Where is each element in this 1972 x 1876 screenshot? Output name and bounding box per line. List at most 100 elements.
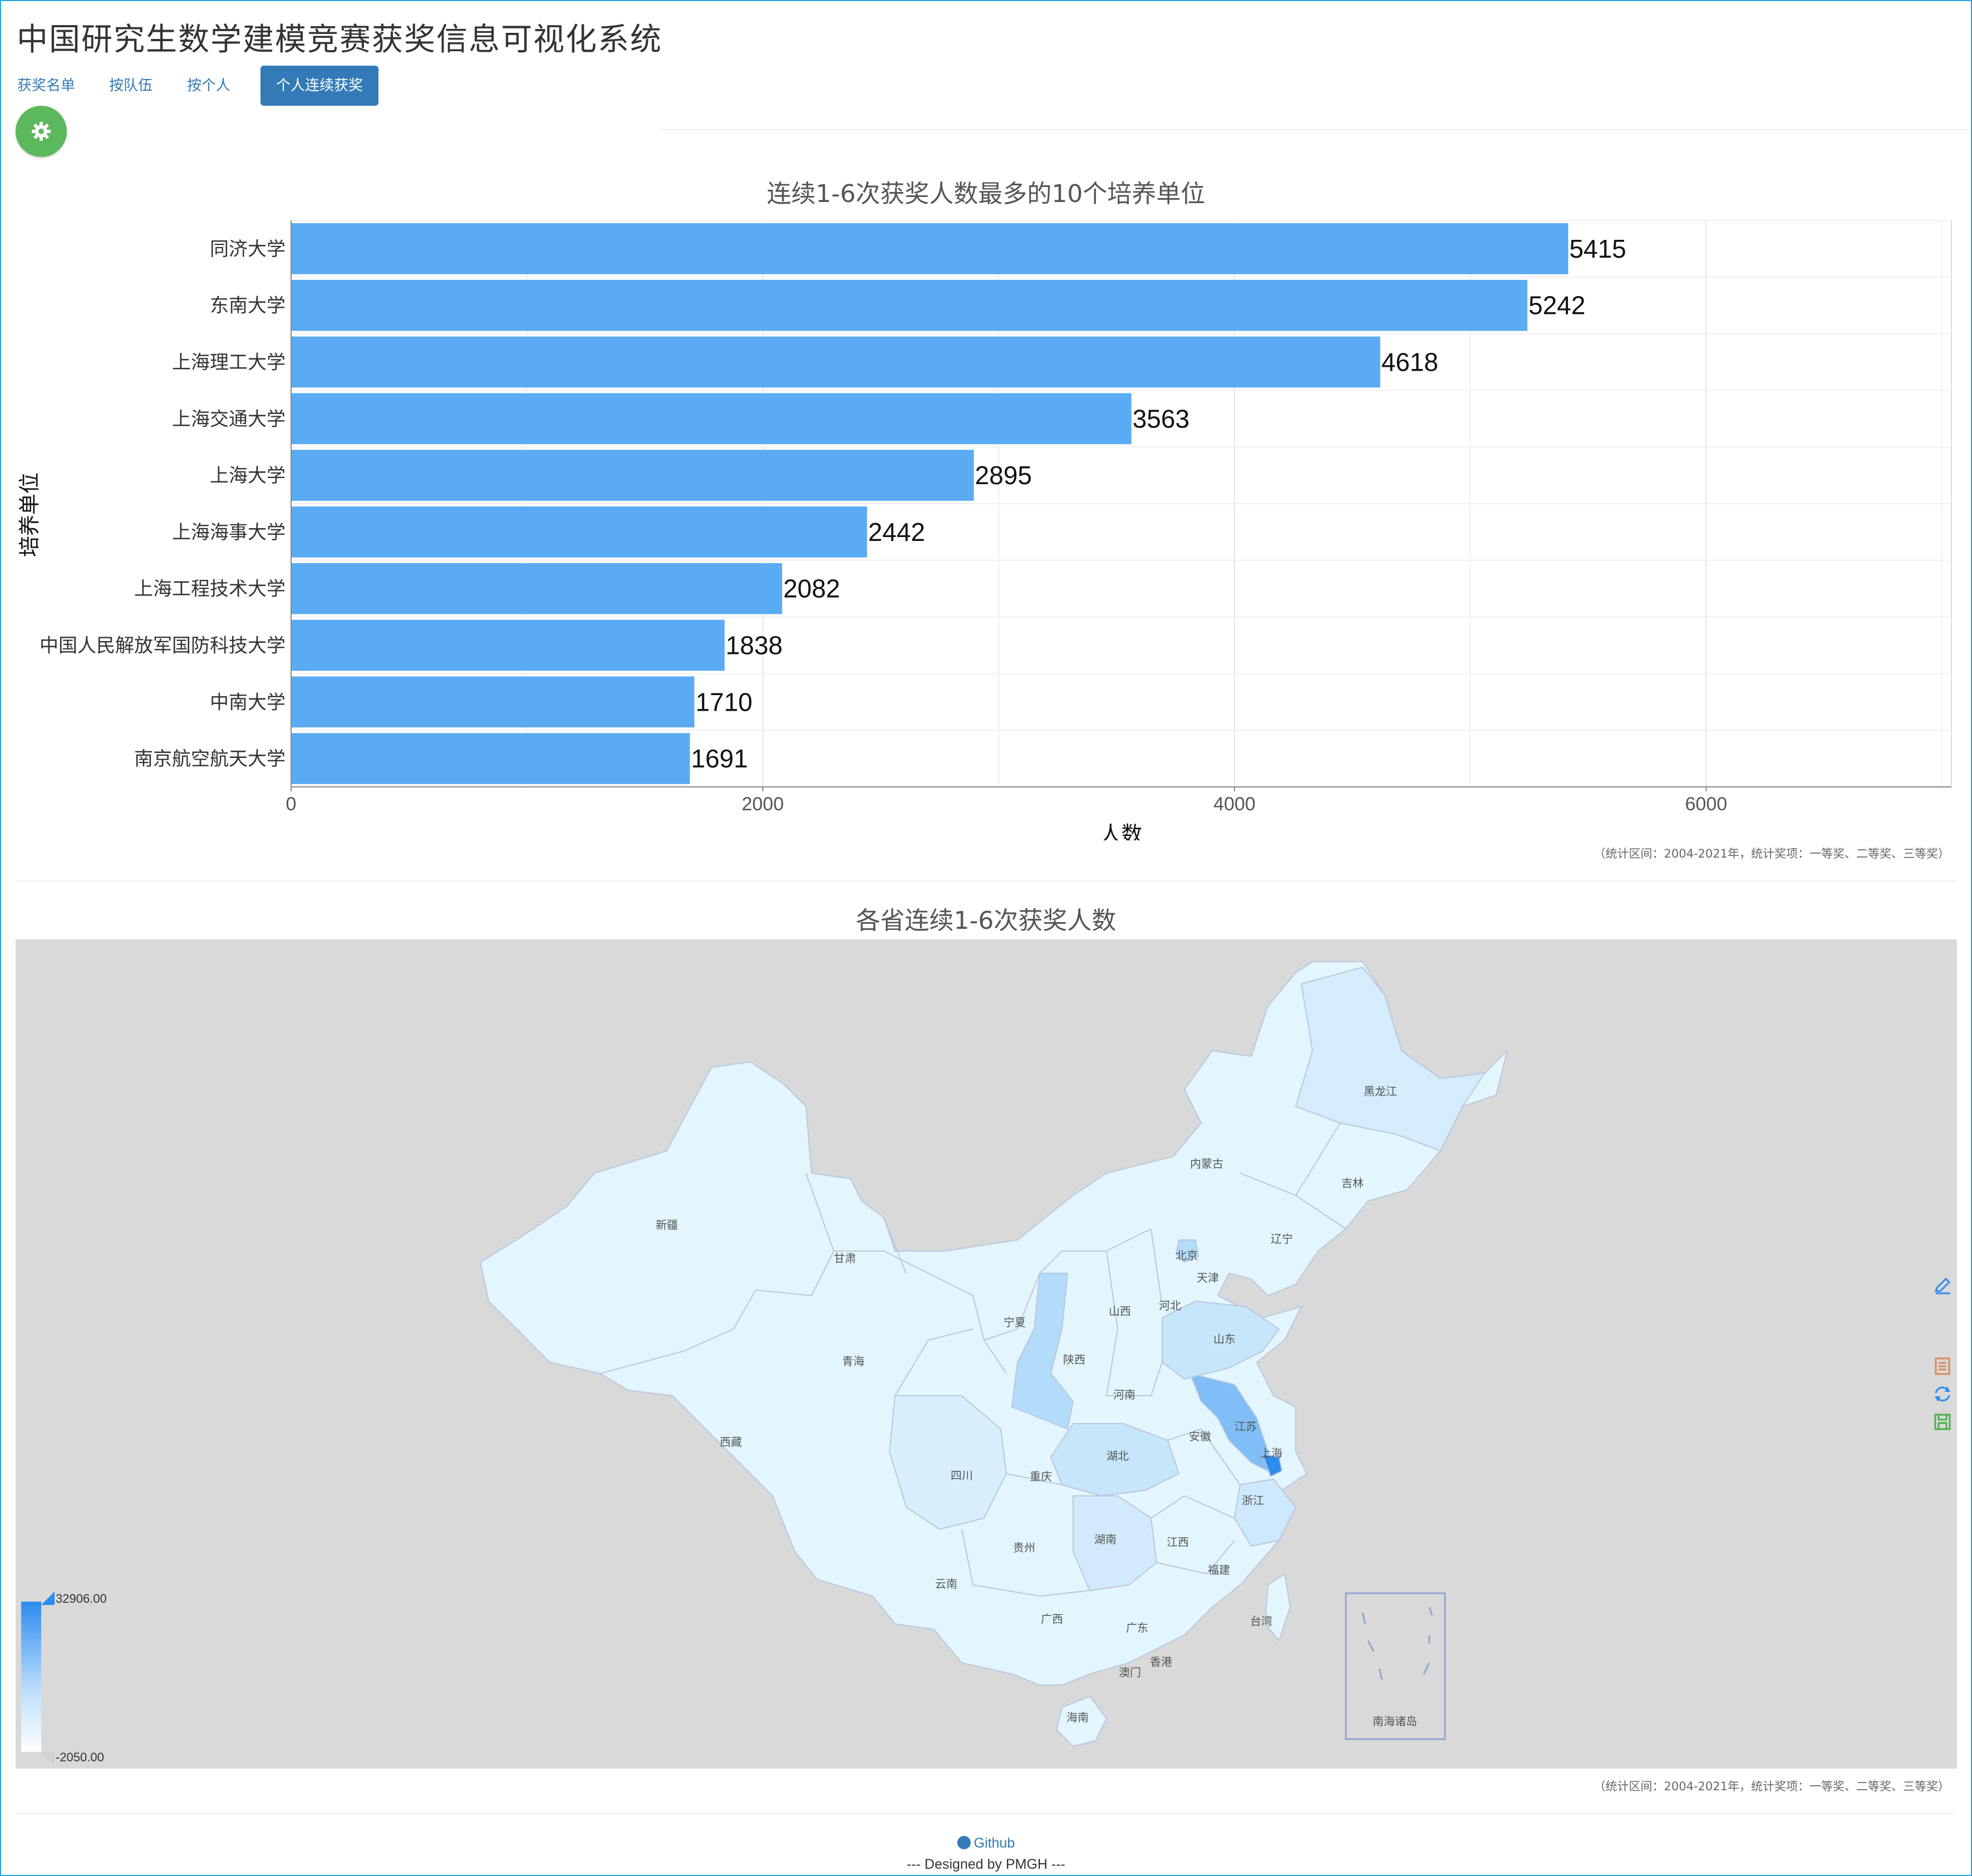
x-tick-label: 2000: [742, 794, 784, 815]
bar[interactable]: [291, 450, 974, 501]
bar[interactable]: [291, 676, 695, 728]
bar-value-label: 2895: [975, 461, 1032, 490]
github-icon: [957, 1836, 971, 1849]
map-region-shanghai: [1261, 1453, 1283, 1478]
legend-min-handle-icon[interactable]: [41, 1752, 55, 1765]
bar-value-label: 1691: [691, 744, 748, 773]
bar[interactable]: [291, 336, 1380, 388]
bar[interactable]: [291, 619, 725, 671]
map-region-label: 浙江: [1242, 1494, 1264, 1507]
bar[interactable]: [291, 563, 783, 614]
map-hainan: [1055, 1695, 1108, 1747]
bar-value-label: 4618: [1381, 348, 1438, 377]
map-note: （统计区间：2004-2021年，统计奖项：一等奖、二等奖、三等奖）: [1594, 1780, 1950, 1793]
category-label: 中南大学: [210, 691, 286, 713]
divider: [16, 1813, 1956, 1814]
map-region-label: 上海: [1260, 1446, 1282, 1460]
category-label: 上海海事大学: [172, 521, 286, 544]
map-region-sichuan: [888, 1395, 1007, 1530]
bar-value-label: 1710: [696, 687, 753, 716]
bar-value-label: 5242: [1528, 291, 1585, 320]
bar[interactable]: [291, 223, 1568, 274]
category-label: 上海交通大学: [172, 408, 286, 430]
map-region-heilongjiang: [1295, 966, 1487, 1152]
bar-chart: 5415 同济大学 5242 东南大学 4618 上海理工大学 3563 上海交通大学 2895…: [17, 220, 1952, 840]
map-region-label: 贵州: [1013, 1541, 1035, 1554]
category-label: 东南大学: [210, 295, 286, 317]
map-region-label: 广东: [1126, 1621, 1148, 1634]
bar[interactable]: [291, 393, 1132, 445]
bar[interactable]: [291, 506, 867, 558]
x-tick-label: 6000: [1685, 794, 1728, 815]
map-region-label: 北京: [1176, 1249, 1198, 1262]
map-region-label: 河南: [1113, 1388, 1135, 1401]
map-region-label: 海南: [1066, 1711, 1089, 1724]
nine-dash-line: [1361, 1607, 1433, 1680]
map-region-label: 西藏: [720, 1435, 742, 1449]
map-region-label: 山西: [1109, 1304, 1131, 1318]
map-region-shaanxi: [1011, 1273, 1074, 1430]
legend-max-handle-icon[interactable]: [41, 1592, 55, 1605]
bar-value-label: 2442: [868, 518, 925, 546]
map-region-label: 青海: [842, 1355, 864, 1368]
restore-icon[interactable]: [1931, 1383, 1954, 1405]
github-link[interactable]: Github: [0, 1835, 1972, 1852]
bar-value-label: 2082: [783, 574, 840, 603]
divider: [660, 129, 1969, 130]
legend-gradient[interactable]: [21, 1602, 41, 1752]
tab-consecutive-awards[interactable]: 个人连续获奖: [260, 66, 378, 106]
map-toolbox: [1931, 1274, 1954, 1441]
bar-value-label: 3563: [1133, 404, 1189, 433]
data-view-icon[interactable]: [1931, 1355, 1954, 1377]
map-region-label: 台湾: [1250, 1614, 1272, 1628]
category-label: 上海工程技术大学: [134, 578, 286, 600]
tab-by-team[interactable]: 按队伍: [109, 77, 153, 94]
map-region-label: 辽宁: [1271, 1232, 1293, 1245]
category-label: 同济大学: [210, 238, 286, 260]
divider: [16, 880, 1956, 882]
map-region-label: 新疆: [656, 1218, 678, 1232]
map-region-label: 宁夏: [1004, 1316, 1026, 1329]
bar[interactable]: [291, 733, 690, 784]
map-region-label: 天津: [1197, 1271, 1219, 1284]
map-region-label: 湖北: [1107, 1449, 1129, 1463]
map-region-label: 香港: [1150, 1655, 1172, 1668]
tab-by-person[interactable]: 按个人: [186, 77, 230, 94]
visual-map-legend[interactable]: 32906.00 -2050.00: [21, 1592, 110, 1765]
legend-min-label: -2050.00: [56, 1750, 104, 1764]
edit-icon[interactable]: [1931, 1274, 1954, 1297]
legend-max-label: 32906.00: [56, 1592, 107, 1606]
bar[interactable]: [291, 279, 1528, 331]
page-title: 中国研究生数学建模竞赛获奖信息可视化系统: [17, 22, 662, 58]
tab-award-list[interactable]: 获奖名单: [17, 77, 75, 94]
map-region-label: 四川: [951, 1469, 973, 1482]
x-tick-label: 4000: [1213, 794, 1256, 815]
footer-credit: --- Designed by PMGH ---: [907, 1857, 1065, 1872]
map-region-label: 澳门: [1119, 1666, 1141, 1679]
x-axis-title: 人数: [1100, 822, 1142, 840]
map-region-label: 内蒙古: [1190, 1157, 1223, 1170]
map-title: 各省连续1-6次获奖人数: [855, 907, 1117, 935]
map-region-label: 广西: [1041, 1612, 1063, 1626]
map-region-label: 吉林: [1341, 1176, 1364, 1190]
map-region-shandong: [1162, 1300, 1280, 1380]
map-region-beijing: [1175, 1239, 1199, 1263]
map-region-hunan: [1073, 1495, 1158, 1592]
province-borders: [599, 1122, 1346, 1597]
map-region-label: 河北: [1159, 1299, 1181, 1312]
save-icon[interactable]: [1931, 1411, 1954, 1433]
github-label: Github: [973, 1835, 1015, 1851]
map-region-label: 江西: [1167, 1535, 1189, 1549]
map-region-label: 山东: [1213, 1332, 1236, 1346]
settings-button[interactable]: [16, 106, 67, 157]
category-label: 南京航空航天大学: [134, 748, 286, 770]
map-region-label: 湖南: [1094, 1533, 1117, 1546]
map-region-label: 甘肃: [834, 1252, 856, 1265]
y-axis-title: 培养单位: [17, 472, 42, 557]
map-region-label: 重庆: [1030, 1470, 1052, 1483]
map-region-label: 云南: [935, 1577, 957, 1591]
map-region-label: 安徽: [1189, 1430, 1211, 1443]
gear-icon: [32, 122, 51, 141]
category-label: 中国人民解放军国防科技大学: [40, 635, 286, 657]
